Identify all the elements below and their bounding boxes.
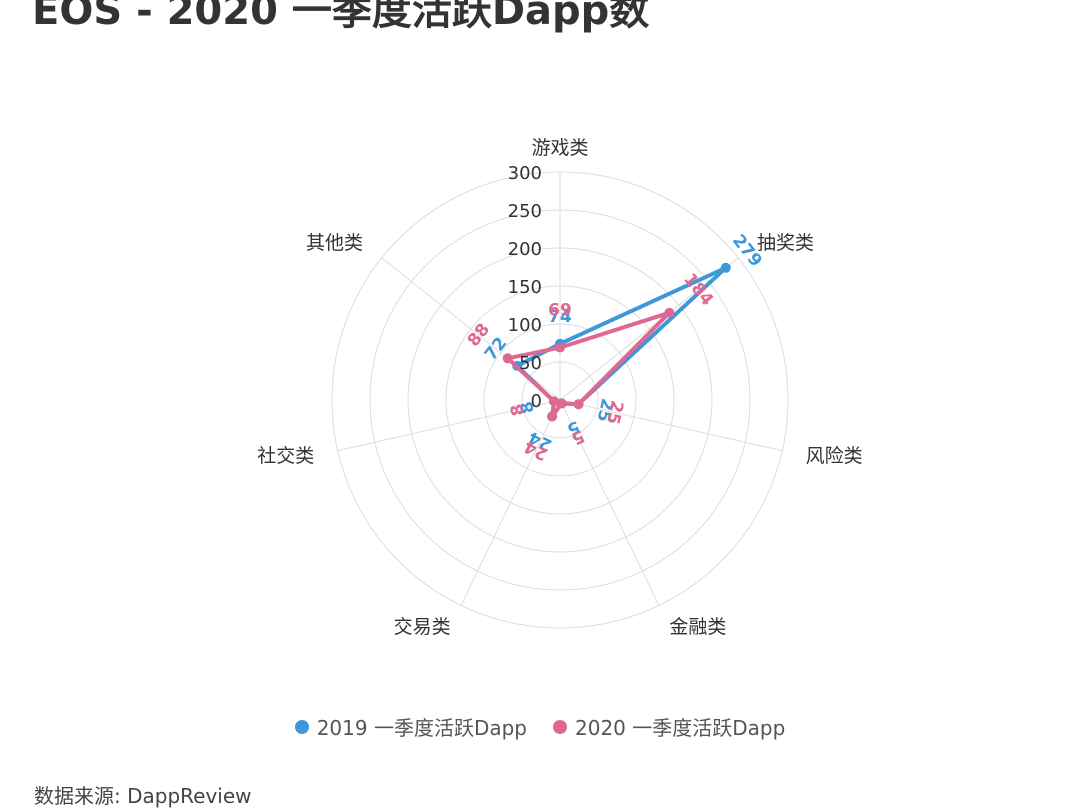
category-label: 其他类	[306, 232, 363, 254]
data-point[interactable]	[549, 396, 560, 407]
data-value-label: 69	[548, 301, 572, 321]
data-source: 数据来源: DappReview	[34, 784, 252, 808]
data-point[interactable]	[547, 411, 558, 422]
legend-item-2019[interactable]: 2019 一季度活跃Dapp	[294, 712, 527, 741]
series-line	[505, 310, 672, 419]
tick-label: 100	[508, 315, 542, 336]
data-value-label: 8	[517, 399, 539, 415]
tick-label: 150	[508, 277, 542, 298]
legend: 2019 一季度活跃Dapp 2020 一季度活跃Dapp	[0, 712, 1080, 741]
legend-item-2020[interactable]: 2020 一季度活跃Dapp	[553, 712, 785, 741]
radar-series	[502, 262, 731, 422]
tick-label: 50	[519, 353, 542, 374]
grid-spoke	[460, 399, 561, 606]
tick-label: 200	[508, 239, 542, 260]
chart-title: EOS - 2020 一季度活跃Dapp数	[32, 0, 650, 34]
legend-label-2019: 2019 一季度活跃Dapp	[316, 716, 527, 740]
tick-label: 0	[531, 391, 542, 412]
category-label: 风险类	[806, 445, 863, 467]
category-label: 金融类	[669, 616, 726, 638]
legend-dot-2019	[294, 719, 309, 734]
category-label: 交易类	[394, 616, 451, 638]
grid-spoke	[559, 399, 660, 606]
data-point[interactable]	[556, 398, 567, 409]
grid-spoke	[559, 399, 783, 452]
tick-label: 300	[508, 163, 542, 184]
data-point[interactable]	[664, 307, 675, 318]
data-value-label: 8	[507, 402, 529, 418]
data-point[interactable]	[720, 262, 731, 273]
tick-label: 250	[508, 201, 542, 222]
category-label: 游戏类	[531, 137, 588, 159]
data-value-label: 74	[548, 307, 572, 327]
category-label: 抽奖类	[757, 232, 814, 254]
data-point[interactable]	[555, 342, 565, 353]
legend-label-2020: 2020 一季度活跃Dapp	[575, 716, 786, 740]
data-point[interactable]	[573, 399, 584, 410]
data-point[interactable]	[502, 353, 513, 364]
legend-dot-2020	[553, 719, 567, 734]
category-label: 社交类	[257, 445, 314, 467]
grid-spoke	[337, 399, 561, 452]
